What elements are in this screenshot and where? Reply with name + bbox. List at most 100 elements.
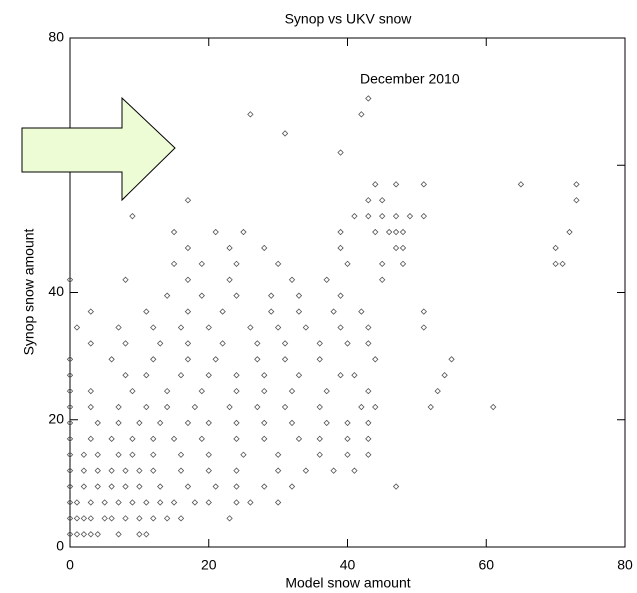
- point: [559, 260, 566, 268]
- point: [392, 181, 400, 188]
- point: [87, 515, 94, 522]
- point: [261, 372, 268, 379]
- point: [372, 403, 379, 411]
- point: [358, 403, 365, 411]
- point: [212, 356, 219, 363]
- point: [288, 387, 296, 395]
- point: [150, 467, 157, 474]
- point: [150, 451, 157, 458]
- point: [351, 467, 358, 474]
- point: [316, 403, 323, 411]
- point: [337, 292, 344, 299]
- point: [66, 467, 74, 474]
- point: [344, 435, 351, 443]
- point: [420, 324, 427, 331]
- point: [73, 515, 81, 522]
- point: [87, 531, 94, 538]
- x-tick-label: 0: [66, 557, 74, 573]
- point: [392, 483, 400, 490]
- point: [80, 531, 88, 538]
- point: [66, 372, 74, 379]
- point: [392, 212, 400, 220]
- point: [177, 324, 185, 331]
- point: [379, 276, 386, 283]
- point: [254, 403, 261, 411]
- point: [87, 403, 94, 411]
- point: [365, 340, 372, 347]
- point: [448, 356, 455, 363]
- point: [233, 387, 240, 395]
- point: [66, 515, 74, 522]
- point: [274, 467, 282, 474]
- point: [344, 260, 351, 268]
- point: [122, 372, 129, 379]
- x-tick-label: 60: [478, 557, 494, 573]
- point: [406, 212, 414, 220]
- point: [66, 387, 74, 395]
- point: [191, 403, 199, 411]
- point: [73, 499, 81, 506]
- point: [150, 324, 157, 331]
- point: [143, 308, 150, 315]
- point: [87, 308, 94, 315]
- point: [268, 292, 275, 299]
- point: [136, 467, 143, 474]
- point: [94, 451, 101, 458]
- point: [281, 130, 289, 137]
- point: [434, 387, 441, 395]
- point: [365, 435, 372, 443]
- point: [261, 435, 268, 443]
- point: [129, 387, 136, 395]
- y-tick-label: 20: [48, 410, 64, 426]
- point: [552, 244, 559, 252]
- point: [219, 308, 226, 315]
- point: [323, 419, 330, 427]
- point: [143, 372, 150, 379]
- point: [365, 419, 372, 427]
- point: [157, 499, 164, 506]
- point: [399, 260, 407, 268]
- point: [170, 499, 178, 506]
- point: [365, 95, 372, 102]
- point: [295, 372, 303, 379]
- point: [358, 111, 365, 118]
- point: [240, 451, 247, 458]
- point: [316, 356, 323, 363]
- point: [399, 244, 407, 252]
- point: [66, 403, 74, 411]
- point: [573, 197, 580, 204]
- point: [94, 467, 101, 474]
- point: [66, 356, 74, 363]
- point: [330, 308, 337, 315]
- point: [108, 356, 115, 363]
- point: [122, 340, 129, 347]
- point: [94, 531, 101, 538]
- point: [281, 403, 289, 411]
- point: [552, 260, 559, 268]
- point: [337, 372, 344, 379]
- point: [108, 483, 115, 490]
- point: [115, 419, 122, 427]
- point: [184, 197, 192, 204]
- point: [101, 515, 108, 522]
- point: [261, 483, 268, 490]
- point: [108, 515, 115, 522]
- chart-title: Synop vs UKV snow: [285, 11, 413, 27]
- point: [66, 435, 74, 443]
- point: [136, 515, 143, 522]
- y-tick-label: 40: [48, 283, 64, 299]
- point: [198, 292, 205, 299]
- point: [288, 483, 296, 490]
- point: [73, 531, 81, 538]
- point: [254, 340, 261, 347]
- point: [351, 212, 358, 220]
- point: [122, 515, 129, 522]
- point: [316, 435, 323, 443]
- point: [205, 451, 212, 458]
- point: [170, 260, 178, 268]
- x-tick-label: 80: [617, 557, 633, 573]
- point: [399, 228, 407, 236]
- point: [316, 340, 323, 347]
- point: [337, 228, 344, 236]
